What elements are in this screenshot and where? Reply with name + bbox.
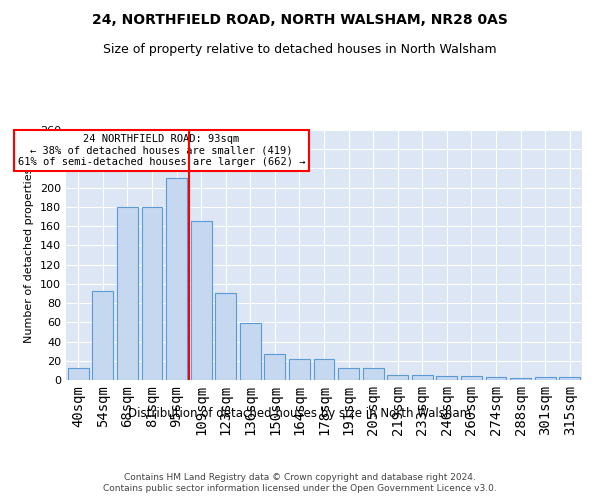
Bar	[215, 294, 236, 380]
Bar	[412, 375, 433, 380]
Bar	[68, 368, 89, 380]
Text: 24 NORTHFIELD ROAD: 93sqm
← 38% of detached houses are smaller (419)
61% of semi: 24 NORTHFIELD ROAD: 93sqm ← 38% of detac…	[18, 134, 305, 167]
Bar	[436, 376, 457, 380]
Bar	[362, 368, 383, 380]
Text: Contains HM Land Registry data © Crown copyright and database right 2024.: Contains HM Land Registry data © Crown c…	[124, 472, 476, 482]
Bar	[485, 377, 506, 380]
Bar	[338, 368, 359, 380]
Bar	[240, 324, 261, 380]
Bar	[535, 377, 556, 380]
Text: Size of property relative to detached houses in North Walsham: Size of property relative to detached ho…	[103, 42, 497, 56]
Bar	[265, 354, 286, 380]
Bar	[289, 359, 310, 380]
Y-axis label: Number of detached properties: Number of detached properties	[25, 168, 34, 342]
Text: 24, NORTHFIELD ROAD, NORTH WALSHAM, NR28 0AS: 24, NORTHFIELD ROAD, NORTH WALSHAM, NR28…	[92, 12, 508, 26]
Bar	[387, 375, 408, 380]
Text: Contains public sector information licensed under the Open Government Licence v3: Contains public sector information licen…	[103, 484, 497, 493]
Bar	[166, 178, 187, 380]
Bar	[117, 207, 138, 380]
Bar	[461, 376, 482, 380]
Bar	[314, 359, 334, 380]
Bar	[510, 378, 531, 380]
Bar	[142, 207, 163, 380]
Bar	[191, 222, 212, 380]
Text: Distribution of detached houses by size in North Walsham: Distribution of detached houses by size …	[128, 408, 472, 420]
Bar	[559, 377, 580, 380]
Bar	[92, 290, 113, 380]
